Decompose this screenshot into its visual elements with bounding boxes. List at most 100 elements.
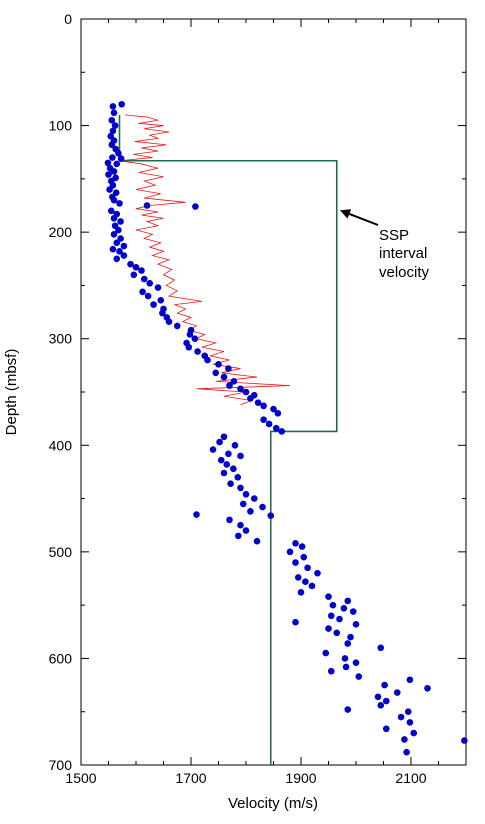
y-tick-label: 700	[49, 757, 73, 773]
ssp-interval-line	[118, 114, 338, 765]
core-velocity-point	[247, 395, 254, 402]
core-velocity-point	[104, 159, 112, 167]
core-velocity-point	[115, 149, 122, 157]
core-velocity-point	[138, 267, 145, 274]
core-velocity-point	[127, 260, 134, 268]
x-tick-label: 2100	[395, 770, 426, 786]
core-velocity-point	[250, 495, 258, 502]
core-velocity-point	[349, 608, 357, 615]
core-velocity-point	[237, 385, 244, 393]
y-tick-label: 200	[49, 224, 73, 240]
core-velocity-point	[230, 465, 237, 473]
core-velocity-point	[247, 508, 254, 515]
core-velocity-point	[215, 360, 222, 368]
ssp-annotation: SSP interval velocity	[340, 209, 430, 281]
annotation-line-1: SSP	[379, 227, 409, 244]
core-velocity-point	[223, 461, 231, 468]
core-velocity-point	[108, 116, 116, 124]
core-velocity-point	[406, 676, 414, 684]
core-velocity-point	[226, 516, 233, 524]
core-velocity-point	[115, 226, 122, 234]
core-velocity-point	[336, 615, 343, 623]
core-velocity-point	[304, 564, 311, 572]
core-velocity-point	[352, 659, 360, 666]
core-velocity-point	[270, 405, 277, 413]
core-velocity-point	[382, 725, 390, 733]
core-velocity-point	[352, 621, 360, 628]
core-velocity-point	[220, 373, 228, 381]
core-velocity-point	[253, 537, 261, 545]
core-velocity-point	[110, 109, 118, 117]
core-velocity-point	[259, 503, 266, 511]
core-velocity-point	[117, 218, 124, 225]
core-velocity-point	[242, 527, 250, 534]
y-tick-label: 0	[64, 11, 72, 27]
core-velocity-point	[110, 196, 118, 204]
core-velocity-point	[355, 673, 363, 680]
core-velocity-point	[325, 593, 332, 600]
x-tick-label: 1500	[65, 770, 96, 786]
core-velocity-point	[217, 456, 225, 464]
core-velocity-point	[314, 569, 321, 577]
core-velocity-point	[146, 279, 154, 287]
axis-ticks	[80, 18, 467, 766]
core-velocity-point	[254, 399, 262, 406]
core-velocity-point	[191, 335, 199, 343]
core-velocity-point	[327, 612, 335, 620]
core-velocity-point	[140, 275, 148, 283]
core-velocity-point	[393, 689, 401, 696]
core-velocity-point	[340, 605, 348, 612]
core-velocity-point	[117, 155, 125, 162]
core-velocity-point	[292, 618, 299, 626]
core-velocity-point	[118, 100, 125, 108]
core-velocity-point	[308, 582, 316, 590]
velocity-log-line	[119, 114, 291, 406]
core-velocity-point	[237, 452, 244, 460]
core-velocity-point	[185, 343, 193, 351]
y-axis-title: Depth (mbsf)	[3, 349, 20, 436]
core-velocity-point	[242, 388, 250, 396]
core-velocity-point	[347, 633, 354, 641]
core-velocity-point	[278, 428, 286, 435]
core-velocity-point	[260, 402, 267, 410]
core-velocity-point	[294, 574, 302, 581]
core-velocity-point	[225, 450, 232, 458]
core-velocity-series	[104, 100, 468, 756]
core-velocity-point	[344, 597, 352, 605]
core-velocity-point	[377, 644, 385, 652]
core-velocity-point	[274, 410, 282, 417]
core-velocity-point	[193, 511, 200, 518]
core-velocity-point	[406, 719, 414, 726]
core-velocity-point	[377, 702, 385, 709]
core-velocity-point	[112, 189, 120, 197]
core-velocity-point	[113, 160, 121, 168]
core-velocity-point	[226, 382, 233, 389]
core-velocity-point	[165, 318, 173, 325]
core-velocity-point	[186, 331, 194, 338]
core-velocity-point	[204, 356, 211, 364]
core-velocity-point	[192, 203, 199, 210]
core-velocity-point	[144, 292, 152, 300]
core-velocity-point	[286, 548, 294, 556]
y-tick-label: 600	[49, 650, 73, 666]
core-velocity-point	[150, 301, 157, 308]
core-velocity-point	[110, 230, 118, 238]
core-velocity-point	[231, 441, 239, 449]
core-velocity-point	[327, 667, 335, 675]
core-velocity-point	[230, 378, 238, 385]
y-tick-label: 400	[49, 437, 73, 453]
core-velocity-point	[381, 681, 388, 689]
velocity-log-series	[119, 114, 291, 406]
core-velocity-point	[404, 708, 412, 716]
core-velocity-point	[267, 512, 275, 519]
core-velocity-point	[109, 103, 117, 110]
core-velocity-point	[113, 239, 121, 247]
core-velocity-point	[212, 369, 220, 377]
plot-frame	[80, 18, 467, 766]
core-velocity-point	[110, 214, 118, 222]
core-velocity-point	[341, 655, 349, 662]
core-velocity-point	[272, 424, 280, 432]
core-velocity-point	[344, 640, 352, 647]
core-velocity-point	[225, 365, 232, 372]
x-axis-title: Velocity (m/s)	[228, 795, 318, 812]
